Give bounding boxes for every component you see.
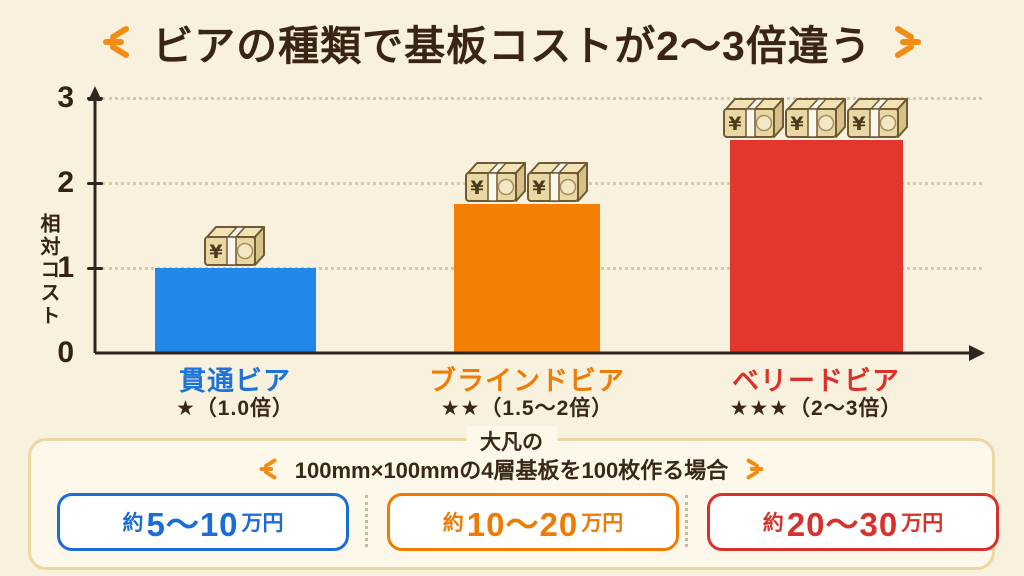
price-box-3: 約 20〜30 万円	[707, 493, 999, 551]
y-tick-label-2: 2	[57, 166, 74, 199]
price-value: 10〜20	[466, 506, 579, 543]
panel-heading: 100mm×100mmの4層基板を100枚作る場合	[31, 453, 992, 485]
gridline-y3	[102, 97, 982, 100]
yen-banknote-bundle-icon	[723, 98, 784, 138]
title-row: ビアの種類で基板コストが2〜3倍違う	[0, 12, 1024, 72]
yen-banknote-bundle-icon	[204, 226, 265, 266]
yen-banknote-bundle-icon	[527, 162, 588, 202]
category-label-2: ブラインドビア	[429, 366, 625, 396]
money-stack-row-3	[723, 96, 909, 140]
panel-heading-top: 大凡の	[466, 426, 557, 456]
panel-heading-main: 100mm×100mmの4層基板を100枚作る場合	[294, 458, 729, 483]
price-divider-2	[685, 495, 688, 547]
yen-banknote-bundle-icon	[847, 98, 908, 138]
price-unit: 万円	[241, 512, 284, 535]
rating-label-2: ★★（1.5〜2倍）	[440, 397, 614, 420]
money-stack-row-1	[204, 224, 266, 268]
y-tickmark-3	[87, 97, 103, 100]
price-box-2: 約 10〜20 万円	[387, 493, 679, 551]
yen-banknote-bundle-icon	[785, 98, 846, 138]
sparkle-small-left-icon	[259, 458, 277, 480]
price-unit: 万円	[901, 512, 944, 535]
y-tick-label-0: 0	[57, 336, 74, 369]
y-axis-label: 相対コスト	[37, 212, 59, 328]
price-box-1: 約 5〜10 万円	[57, 493, 349, 551]
rating-label-3: ★★★（2〜3倍）	[729, 397, 903, 420]
money-stack-row-2	[465, 160, 589, 204]
price-value: 20〜30	[786, 506, 899, 543]
price-value: 5〜10	[146, 506, 239, 543]
y-tick-label-3: 3	[57, 81, 74, 114]
price-divider-1	[365, 495, 368, 547]
footer-panel: 大凡の 100mm×100mmの4層基板を100枚作る場合 約 5〜10 万円約 10…	[28, 426, 999, 570]
price-prefix: 約	[762, 512, 784, 535]
y-tick-label-1: 1	[57, 251, 74, 284]
price-unit: 万円	[581, 512, 624, 535]
category-label-3: ベリードビア	[732, 366, 900, 396]
bar-ブラインドビア	[454, 204, 600, 352]
price-prefix: 約	[442, 512, 464, 535]
y-tickmark-2	[87, 182, 103, 185]
page-title: ビアの種類で基板コストが2〜3倍違う	[152, 23, 872, 69]
rating-label-1: ★（1.0倍）	[175, 397, 295, 420]
sparkle-small-right-icon	[746, 458, 764, 480]
bar-ベリードビア	[729, 140, 903, 352]
price-prefix: 約	[122, 512, 144, 535]
y-tickmark-1	[87, 267, 103, 270]
bar-貫通ビア	[154, 268, 316, 352]
category-label-1: 貫通ビア	[179, 366, 291, 396]
yen-banknote-bundle-icon	[465, 162, 526, 202]
